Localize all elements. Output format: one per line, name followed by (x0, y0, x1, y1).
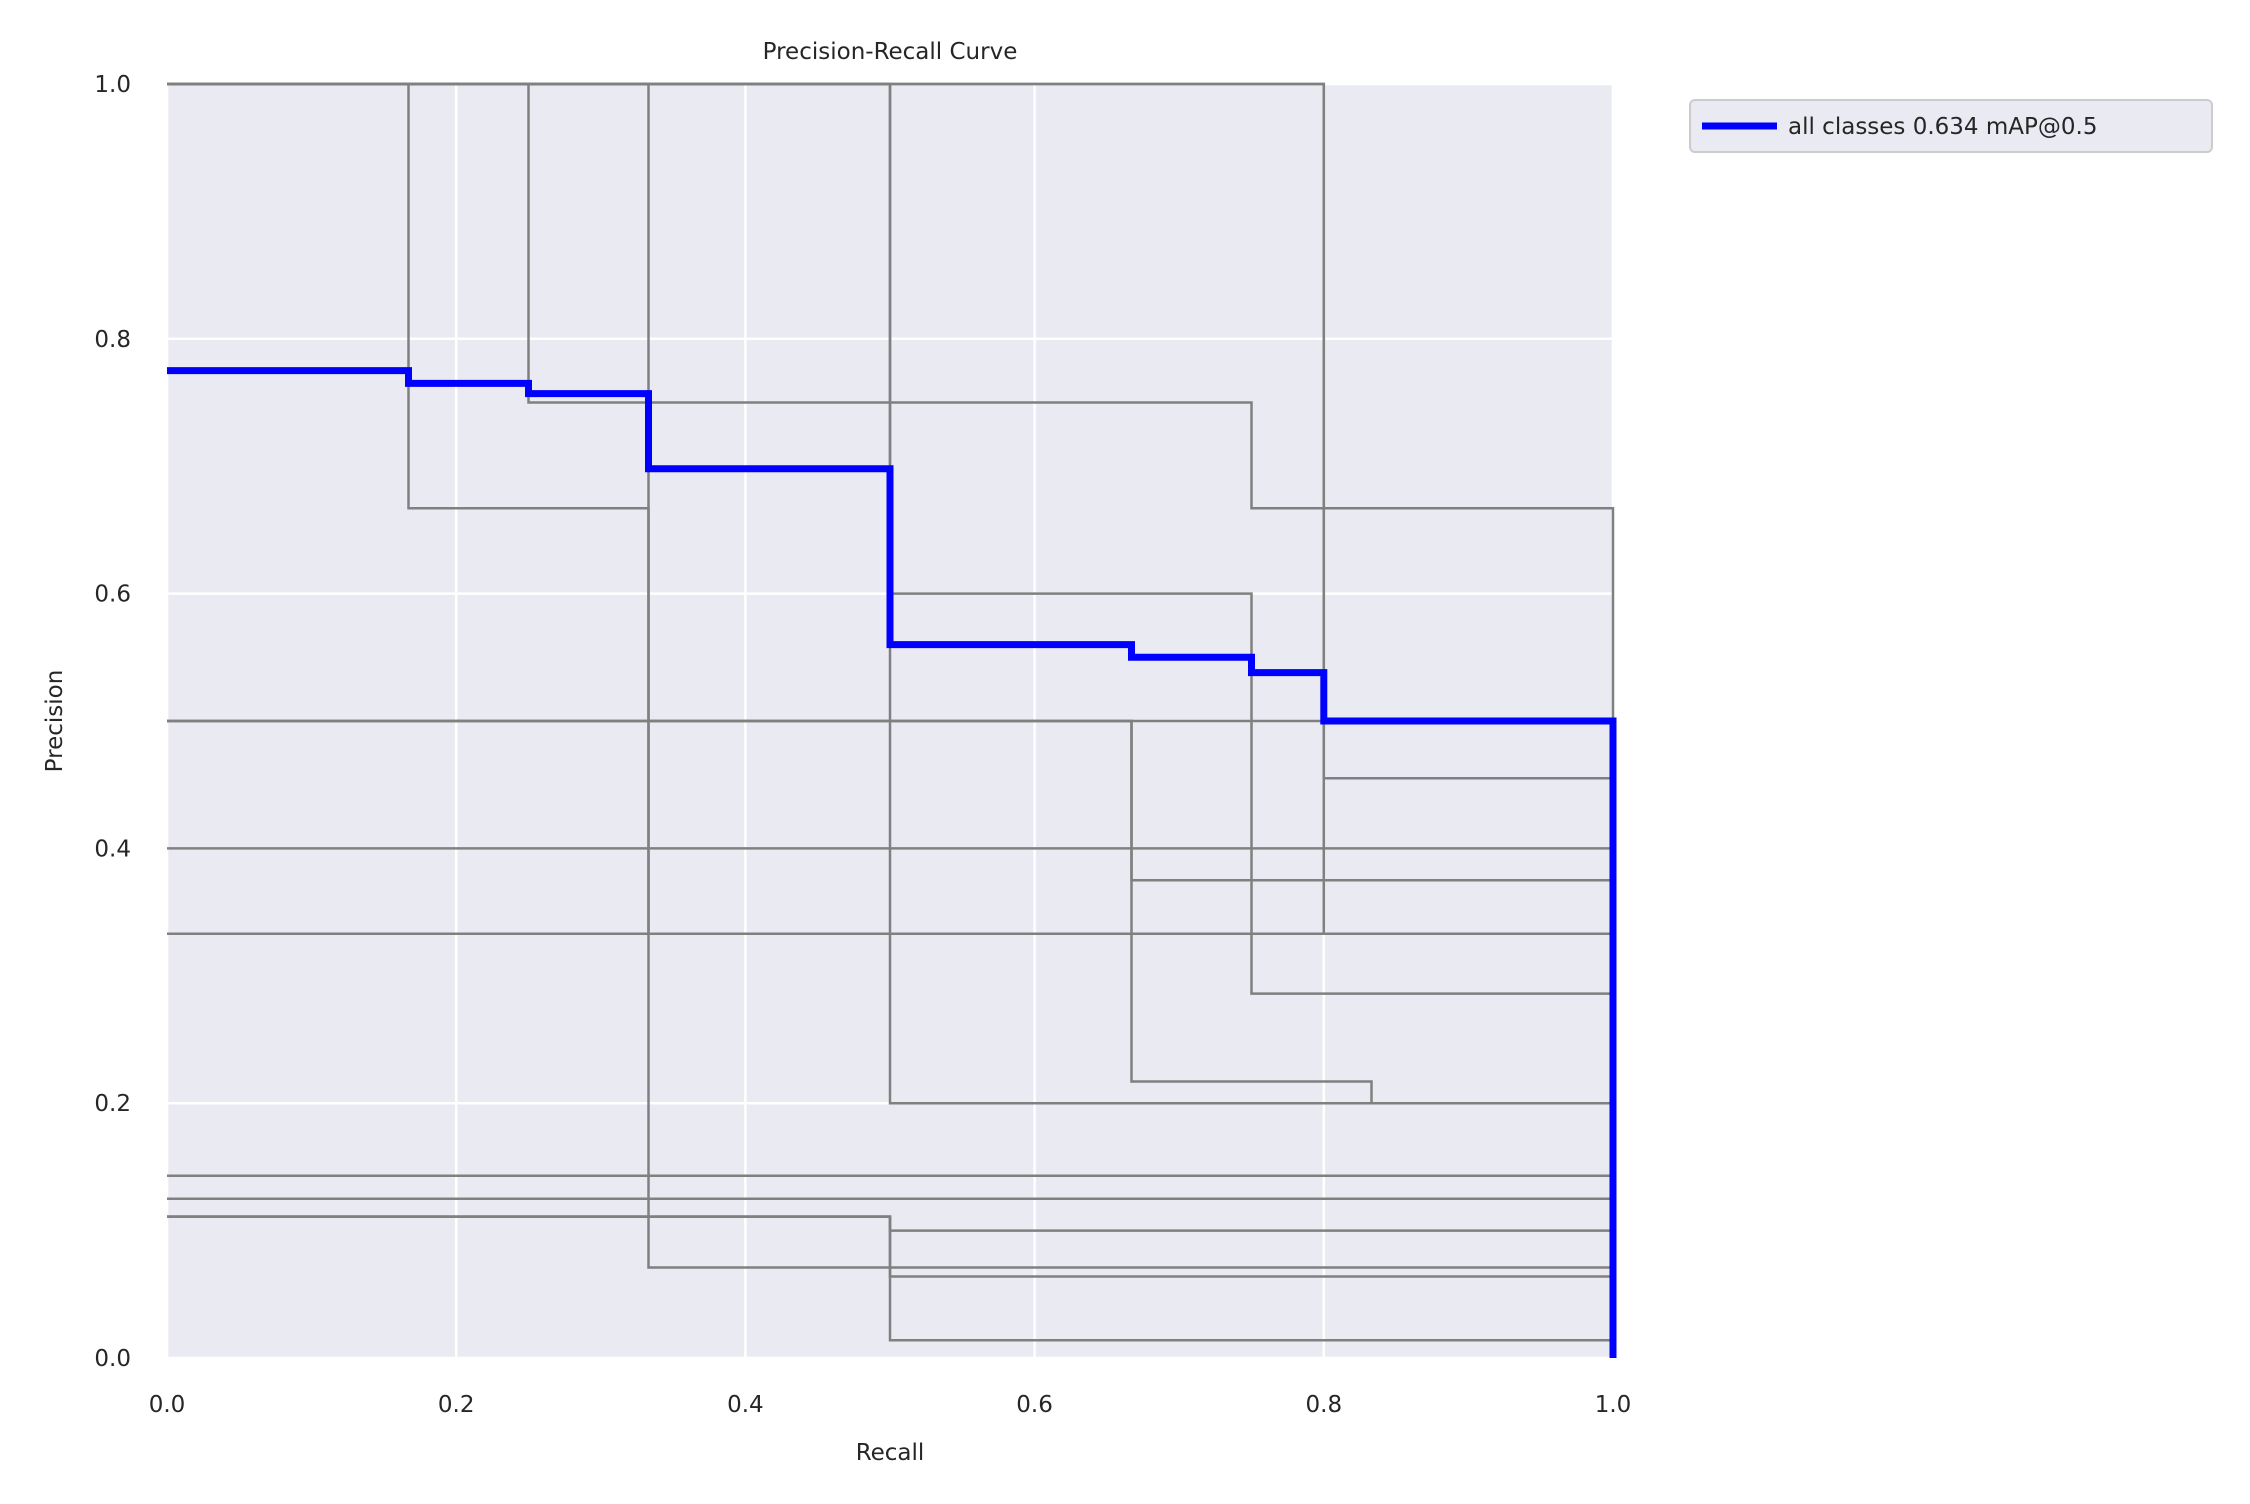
mean-curve-group (167, 367, 1617, 1358)
y-tick-label: 0.6 (94, 582, 131, 608)
x-tick-label: 0.2 (438, 1392, 475, 1418)
x-tick-label: 0.0 (149, 1392, 186, 1418)
y-tick-label: 0.0 (94, 1346, 131, 1372)
y-tick-label: 0.2 (94, 1091, 131, 1117)
x-tick-label: 0.8 (1306, 1392, 1343, 1418)
x-tick-label: 0.6 (1016, 1392, 1053, 1418)
chart-title: Precision-Recall Curve (763, 39, 1018, 65)
legend: all classes 0.634 mAP@0.5 (1689, 99, 2213, 153)
legend-label: all classes 0.634 mAP@0.5 (1788, 114, 2097, 140)
mean-pr-curve (167, 367, 1617, 1358)
legend-box (1689, 99, 2213, 153)
y-tick-label: 1.0 (94, 72, 131, 98)
y-tick-label: 0.8 (94, 327, 131, 353)
axis-ticks: 0.0 0.2 0.4 0.6 0.8 1.0 0.0 0.2 0.4 0.6 0.8 1.0 (94, 72, 1631, 1418)
y-axis-label: Precision (42, 670, 68, 773)
x-tick-label: 0.4 (727, 1392, 764, 1418)
y-tick-label: 0.4 (94, 836, 131, 862)
x-axis-label: Recall (856, 1440, 925, 1466)
x-tick-label: 1.0 (1595, 1392, 1632, 1418)
